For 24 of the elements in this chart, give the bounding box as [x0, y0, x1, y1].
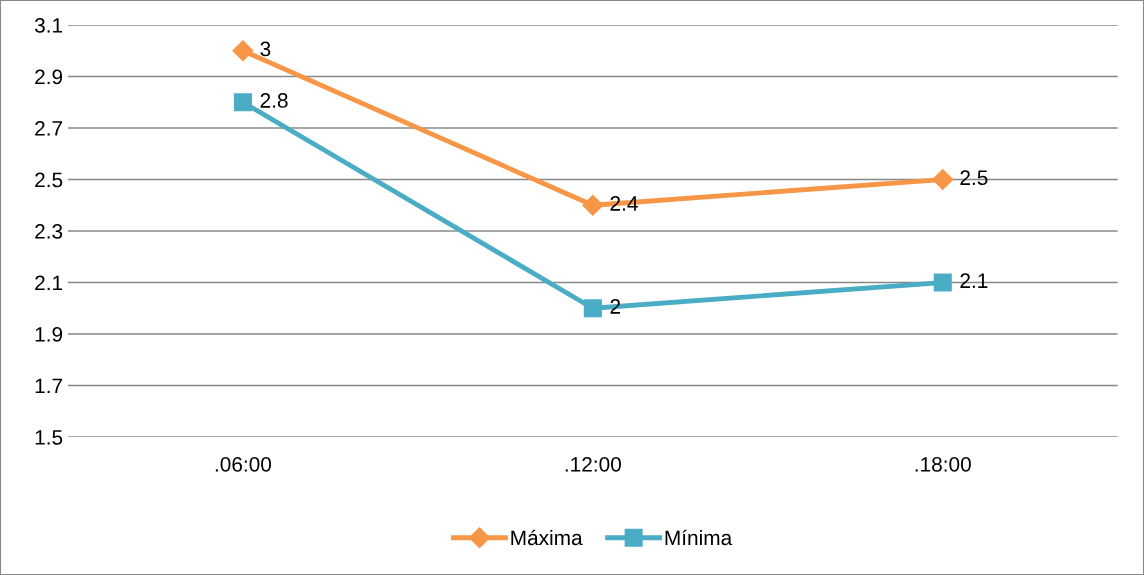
- data-label: 2.5: [960, 170, 988, 186]
- x-tick-label: .06:00: [215, 456, 272, 472]
- data-label: 3: [260, 41, 271, 57]
- data-label: 2.1: [960, 273, 988, 288]
- x-tick-label: .12:00: [565, 456, 621, 472]
- y-tick-label: 1.9: [35, 327, 63, 342]
- y-tick-label: 2.5: [35, 172, 63, 188]
- y-tick-label: 1.5: [35, 430, 63, 445]
- y-tick-label: 3.1: [34, 18, 63, 33]
- point: [583, 299, 602, 318]
- point: [232, 40, 254, 62]
- point: [932, 168, 954, 191]
- point: [233, 93, 252, 112]
- y-tick-label: 2.7: [35, 121, 63, 136]
- y-tick-label: 2.9: [35, 69, 63, 85]
- y-tick-label: 2.1: [35, 275, 63, 291]
- y-tick-label: 1.7: [35, 378, 63, 394]
- x-tick-label: .18:00: [915, 456, 971, 472]
- y-tick-label: 2.3: [35, 224, 63, 239]
- legend-label: Máxima: [511, 529, 583, 546]
- data-label: 2.8: [260, 93, 288, 108]
- point: [582, 194, 604, 216]
- point: [933, 273, 952, 292]
- legend-label: Mínima: [665, 529, 733, 546]
